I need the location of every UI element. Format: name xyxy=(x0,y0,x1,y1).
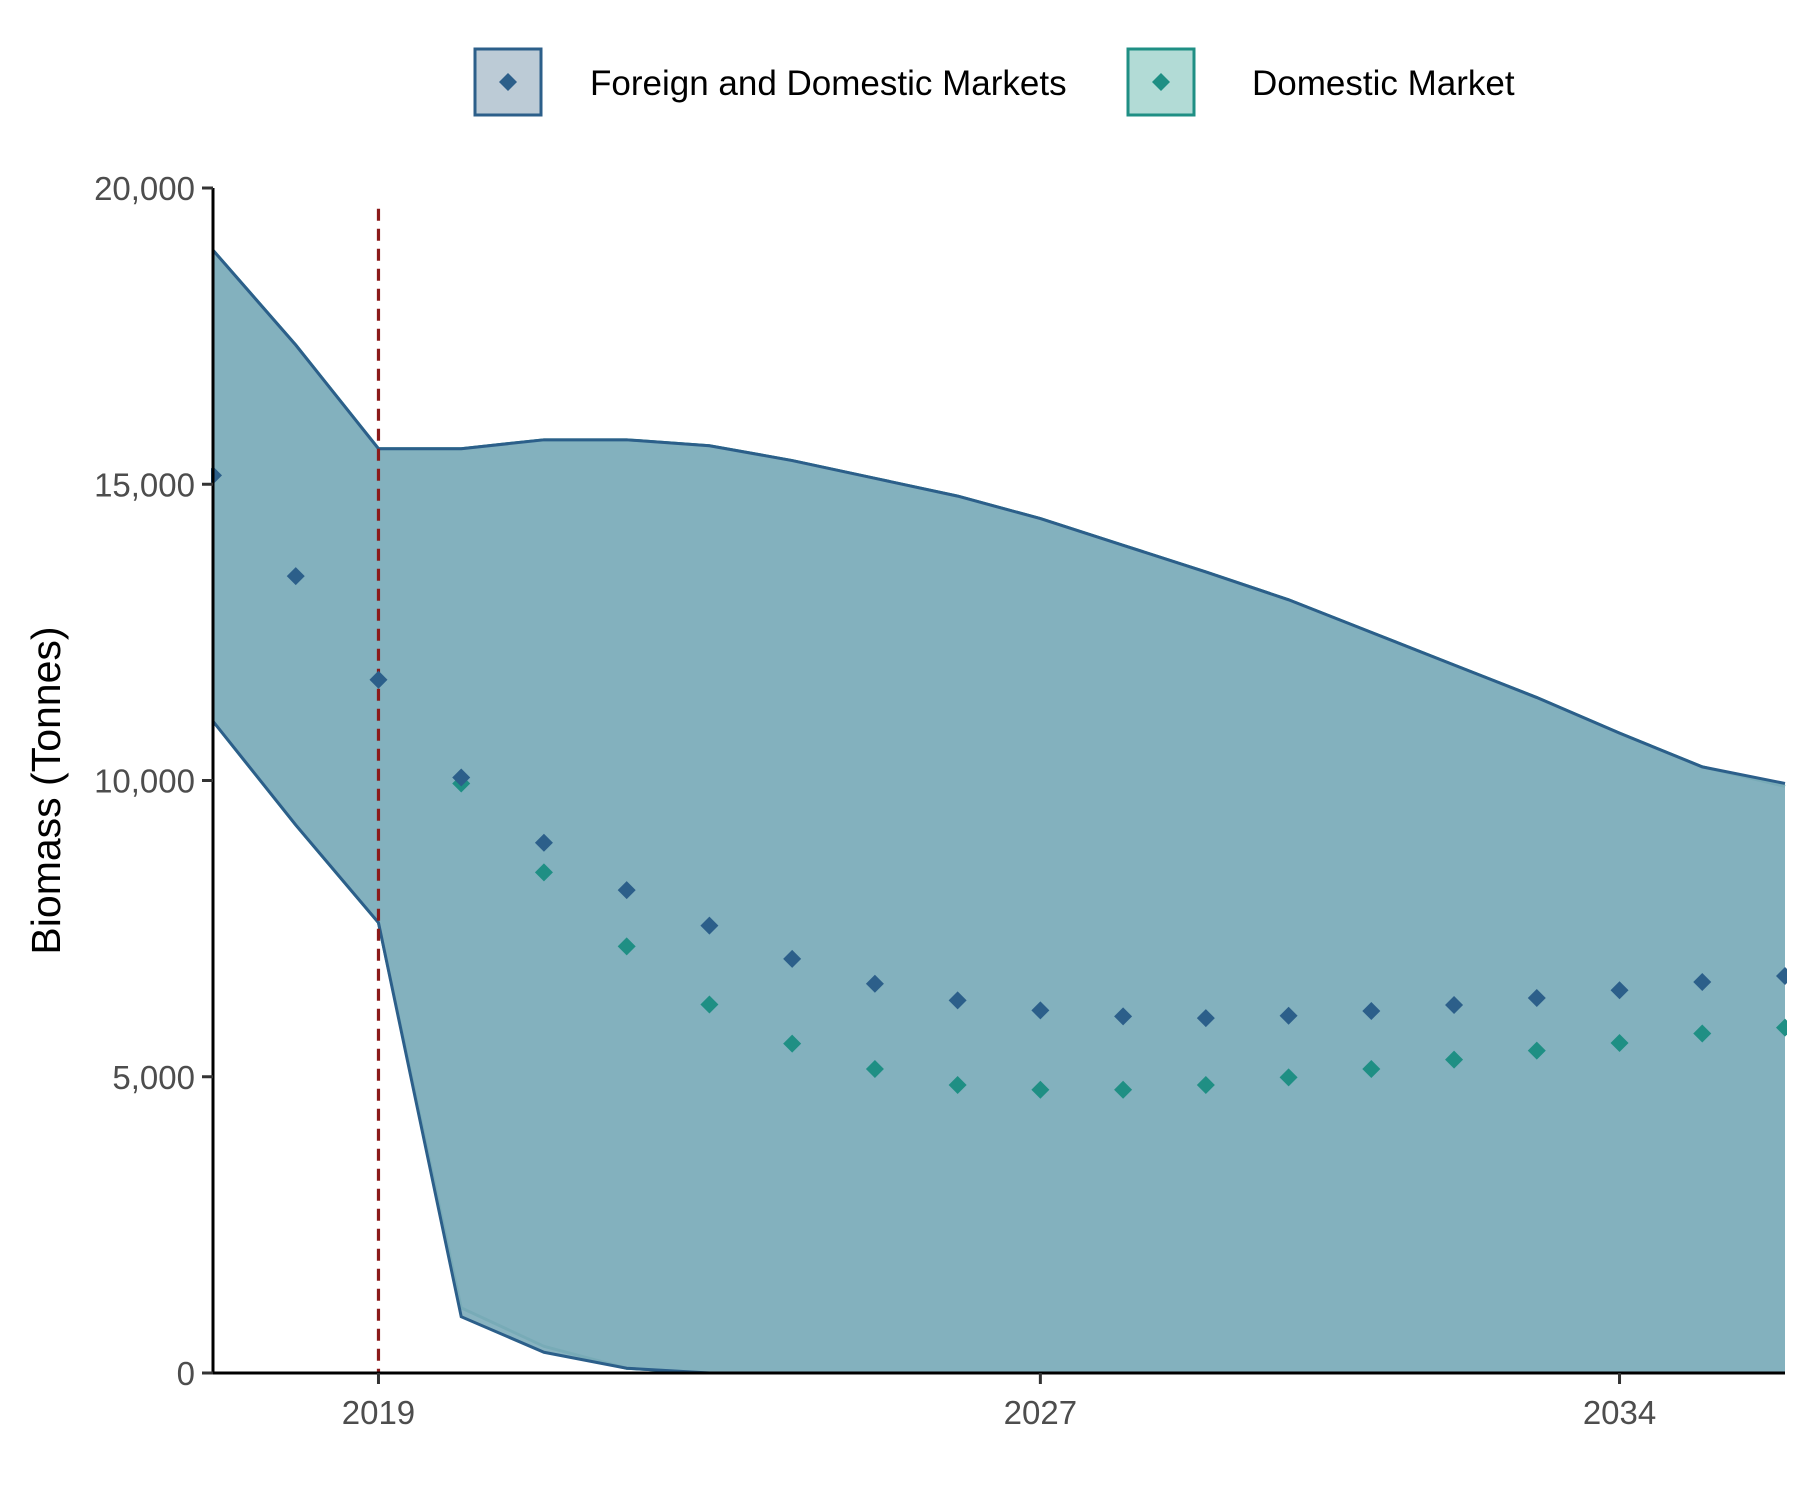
data-point-domestic-2030 xyxy=(1279,1068,1298,1087)
legend-marker-1 xyxy=(1152,73,1170,91)
data-point-domestic-2036 xyxy=(1776,1018,1787,1037)
y-tick-label: 5,000 xyxy=(112,1059,195,1096)
x-tick-label: 2019 xyxy=(342,1394,415,1431)
band-upper-line-0 xyxy=(211,249,1786,785)
data-point-domestic-2025 xyxy=(865,1060,884,1079)
data-point-foreign-domestic-2023 xyxy=(700,916,719,935)
data-point-foreign-domestic-2020 xyxy=(452,768,471,787)
data-point-domestic-2029 xyxy=(1196,1076,1215,1095)
data-point-foreign-domestic-2026 xyxy=(948,991,967,1010)
data-point-foreign-domestic-2027 xyxy=(1031,1001,1050,1020)
axes: 0 5,000 10,000 15,000 20,000 2019 2027 2034 xyxy=(94,170,1785,1431)
data-point-foreign-domestic-2030 xyxy=(1279,1006,1298,1025)
y-tick-label: 10,000 xyxy=(94,763,195,800)
data-point-domestic-2031 xyxy=(1362,1060,1381,1079)
x-tick-label: 2027 xyxy=(1004,1394,1077,1431)
data-point-domestic-2021 xyxy=(534,863,553,882)
legend-marker-0 xyxy=(499,73,517,91)
data-point-foreign-domestic-2034 xyxy=(1610,981,1629,1000)
data-point-domestic-2023 xyxy=(700,995,719,1014)
data-point-foreign-domestic-2021 xyxy=(534,833,553,852)
data-point-foreign-domestic-2032 xyxy=(1445,996,1464,1015)
data-point-foreign-domestic-2033 xyxy=(1527,988,1546,1007)
y-axis-title: Biomass (Tonnes) xyxy=(23,626,69,954)
data-point-foreign-domestic-2022 xyxy=(617,881,636,900)
data-point-domestic-2028 xyxy=(1114,1080,1133,1099)
data-point-domestic-2022 xyxy=(617,937,636,956)
data-point-domestic-2033 xyxy=(1527,1041,1546,1060)
data-point-foreign-domestic-2028 xyxy=(1114,1007,1133,1026)
legend: Foreign and Domestic Markets Domestic Mar… xyxy=(473,47,1515,117)
data-point-foreign-domestic-2036 xyxy=(1776,967,1787,986)
legend-label-0: Foreign and Domestic Markets xyxy=(590,64,1067,103)
y-tick-label: 0 xyxy=(177,1355,195,1392)
x-tick-label: 2034 xyxy=(1583,1394,1656,1431)
data-point-foreign-domestic-2025 xyxy=(865,974,884,993)
y-tick-label: 15,000 xyxy=(94,466,195,503)
y-tick-label: 20,000 xyxy=(94,170,195,207)
legend-label-1: Domestic Market xyxy=(1252,64,1515,103)
data-points xyxy=(211,466,1787,1099)
data-point-foreign-domestic-2018 xyxy=(286,567,305,586)
data-point-domestic-2035 xyxy=(1693,1024,1712,1043)
data-point-domestic-2032 xyxy=(1445,1050,1464,1069)
band-area-0 xyxy=(213,250,1785,1373)
data-point-domestic-2026 xyxy=(948,1076,967,1095)
data-point-foreign-domestic-2024 xyxy=(783,949,802,968)
data-point-domestic-2027 xyxy=(1031,1080,1050,1099)
data-point-domestic-2024 xyxy=(783,1034,802,1053)
data-point-foreign-domestic-2035 xyxy=(1693,972,1712,991)
data-point-foreign-domestic-2031 xyxy=(1362,1001,1381,1020)
data-point-foreign-domestic-2019 xyxy=(369,670,388,689)
data-point-domestic-2034 xyxy=(1610,1033,1629,1052)
data-point-foreign-domestic-2029 xyxy=(1196,1009,1215,1028)
confidence-bands xyxy=(211,249,1786,1375)
